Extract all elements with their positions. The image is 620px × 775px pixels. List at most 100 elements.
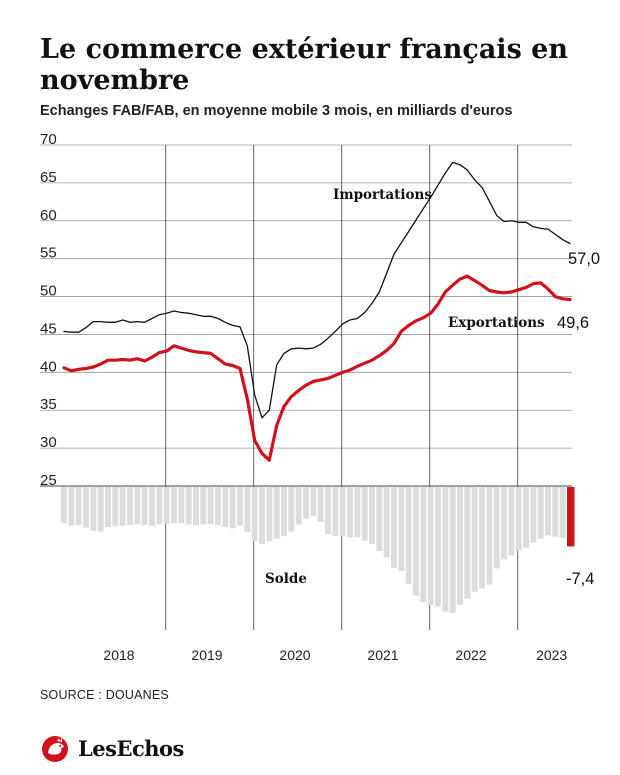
solde-bar: [104, 487, 112, 528]
solde-bar: [478, 487, 486, 589]
solde-bar: [251, 487, 258, 542]
solde-bar: [266, 487, 273, 542]
solde-bar: [471, 487, 478, 592]
solde-bar: [75, 487, 82, 526]
solde-bar: [412, 487, 420, 596]
importations-annotation: Importations: [333, 187, 432, 203]
solde-bar: [552, 487, 559, 537]
chart-subtitle: Echanges FAB/FAB, en moyenne mobile 3 mo…: [40, 103, 513, 119]
series-lines: [62, 161, 572, 462]
solde-bar: [522, 487, 530, 548]
y-tick-label: 25: [40, 472, 57, 489]
solde-bar: [207, 487, 214, 524]
solde-bar: [383, 487, 390, 558]
solde-bar: [280, 487, 288, 537]
x-year-label: 2023: [536, 647, 567, 663]
y-tick-label: 70: [40, 131, 57, 148]
x-year-label: 2019: [191, 647, 222, 663]
solde-bar: [170, 487, 178, 524]
exportations-annotation: Exportations: [448, 315, 545, 331]
solde-bar: [566, 487, 575, 547]
solde-bar: [420, 487, 427, 603]
solde-bar: [434, 487, 442, 607]
solde-bar: [295, 487, 302, 525]
trade-chart: 70 65 60 55 50 45 40 35 30 25 2018 2019 …: [40, 131, 600, 663]
solde-bar: [222, 487, 229, 528]
solde-bar: [537, 487, 544, 539]
solde-bar: [156, 487, 163, 525]
solde-bar: [442, 487, 449, 612]
solde-bar: [500, 487, 508, 560]
y-tick-label: 35: [40, 396, 57, 413]
solde-bar: [185, 487, 192, 525]
x-year-label: 2018: [103, 647, 134, 663]
chart-labels: 70 65 60 55 50 45 40 35 30 25 2018 2019 …: [40, 131, 600, 663]
solde-bar: [244, 487, 251, 533]
y-tick-label: 40: [40, 358, 57, 375]
brand-logo: LesEchos: [40, 732, 184, 764]
y-tick-label: 55: [40, 245, 57, 262]
solde-bar: [163, 487, 170, 524]
solde-bar: [310, 487, 317, 517]
y-tick-label: 50: [40, 283, 57, 300]
solde-end-value: -7,4: [566, 570, 594, 588]
solde-bar: [464, 487, 471, 599]
exportations-end-value: 49,6: [557, 314, 589, 332]
solde-bar: [398, 487, 405, 571]
solde-bar: [148, 487, 156, 526]
solde-bar: [258, 487, 266, 544]
importations-line: [63, 161, 571, 419]
solde-bar: [515, 487, 522, 551]
solde-bar: [90, 487, 97, 531]
solde-bar: [236, 487, 244, 526]
solde-bar: [134, 487, 141, 524]
solde-bar: [427, 487, 434, 606]
solde-bar: [82, 487, 90, 528]
solde-bar: [390, 487, 398, 568]
solde-bar: [97, 487, 104, 532]
solde-bar: [332, 487, 339, 537]
solde-bar: [405, 487, 412, 584]
solde-bar: [361, 487, 368, 541]
importations-end-value: 57,0: [568, 250, 600, 268]
solde-bar: [346, 487, 354, 538]
solde-bar: [68, 487, 75, 526]
solde-bar: [112, 487, 119, 527]
x-year-label: 2021: [367, 647, 398, 663]
solde-bar: [317, 487, 324, 522]
solde-bar: [178, 487, 185, 524]
solde-bar: [376, 487, 383, 551]
solde-bars: [60, 487, 575, 613]
solde-bar: [302, 487, 310, 519]
y-tick-label: 60: [40, 207, 57, 224]
solde-bar: [192, 487, 200, 526]
solde-bar: [60, 487, 68, 524]
solde-bar: [508, 487, 515, 556]
solde-bar: [214, 487, 222, 526]
chart-title: Le commerce extérieur français en novemb…: [40, 34, 568, 96]
solde-bar: [126, 487, 134, 526]
solde-bar: [288, 487, 295, 532]
solde-bar: [530, 487, 537, 543]
y-tick-label: 45: [40, 320, 57, 337]
rooster-icon: [42, 736, 68, 762]
solde-bar: [273, 487, 280, 539]
solde-bar: [119, 487, 126, 526]
solde-bar: [493, 487, 500, 569]
exportations-line: [62, 274, 572, 462]
solde-bar: [339, 487, 346, 537]
y-tick-label: 65: [40, 169, 57, 186]
solde-bar: [368, 487, 376, 544]
solde-bar: [559, 487, 566, 539]
x-year-label: 2022: [455, 647, 486, 663]
solde-bar: [324, 487, 332, 535]
source-note: SOURCE : DOUANES: [40, 688, 169, 702]
solde-bar: [354, 487, 361, 538]
solde-bar: [456, 487, 464, 605]
solde-bar: [200, 487, 207, 525]
y-tick-label: 30: [40, 434, 57, 451]
solde-bar: [449, 487, 456, 613]
solde-bar: [544, 487, 552, 536]
brand-name: LesEchos: [78, 735, 184, 761]
solde-bar: [141, 487, 148, 526]
